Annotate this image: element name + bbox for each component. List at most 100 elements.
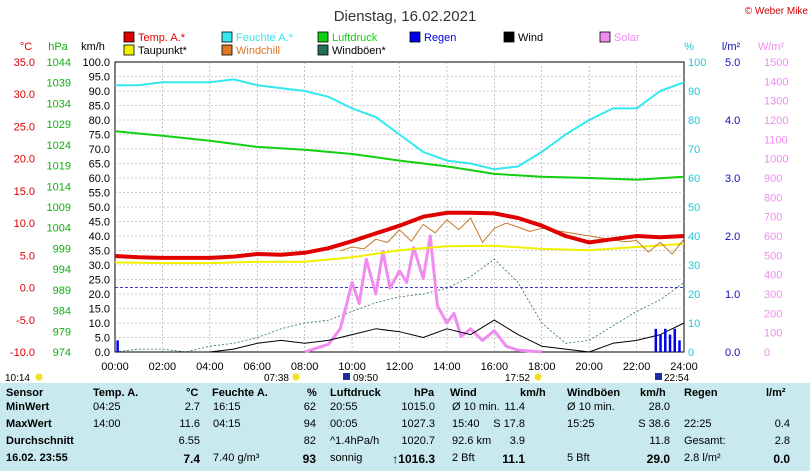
time-tick-label: 18:00 bbox=[528, 361, 556, 373]
series-line-solar bbox=[304, 234, 542, 354]
stats-wind-val: 3.9 bbox=[509, 435, 525, 447]
solar-tick-label: 600 bbox=[764, 231, 782, 243]
hpa-tick-label: 1034 bbox=[47, 98, 71, 110]
series-line-wind bbox=[115, 319, 685, 353]
time-tick-label: 22:00 bbox=[623, 361, 651, 373]
chart-marks bbox=[114, 78, 685, 354]
stats-hum-time: 7.40 g/m³ bbox=[213, 452, 260, 464]
stats-gust-val: 29.0 bbox=[646, 452, 670, 466]
solar-tick-label: 1200 bbox=[764, 115, 788, 127]
solar-tick-label: 800 bbox=[764, 192, 782, 204]
stats-label: 16.02. 23:55 bbox=[6, 452, 68, 464]
hpa-tick-label: 984 bbox=[53, 306, 71, 318]
time-tick-label: 10:00 bbox=[338, 361, 366, 373]
stats-header-rain-unit: l/m² bbox=[766, 387, 786, 399]
kmh-tick-label: 100.0 bbox=[82, 57, 110, 69]
stats-hum-val: 94 bbox=[303, 418, 316, 430]
stats-gust-val: 28.0 bbox=[648, 401, 670, 413]
rain-tick-label: 3.0 bbox=[725, 173, 740, 185]
rain-bar bbox=[116, 340, 119, 352]
percent-tick-label: 0 bbox=[688, 347, 694, 359]
stats-header-pressure-unit: hPa bbox=[414, 387, 435, 399]
kmh-tick-label: 15.0 bbox=[89, 304, 110, 316]
percent-unit: % bbox=[684, 41, 694, 53]
stats-press-val: 1015.0 bbox=[401, 401, 435, 413]
rain-bar bbox=[664, 328, 667, 352]
stats-rain-time: 22:25 bbox=[684, 418, 712, 430]
series-line-luftdruck bbox=[114, 130, 685, 181]
legend-swatch bbox=[599, 31, 611, 43]
percent-tick-label: 90 bbox=[688, 86, 700, 98]
solar-tick-label: 500 bbox=[764, 250, 782, 262]
legend-swatch bbox=[221, 31, 233, 43]
time-tick-label: 08:00 bbox=[291, 361, 319, 373]
legend-label: Regen bbox=[424, 32, 456, 44]
stats-hum-val: 93 bbox=[302, 452, 316, 466]
moonrise-time: 09:50 bbox=[353, 373, 378, 383]
hpa-tick-label: 989 bbox=[53, 285, 71, 297]
kmh-tick-label: 60.0 bbox=[89, 173, 110, 185]
series-line-taupunkt bbox=[114, 242, 685, 265]
stats-header-gust-unit: km/h bbox=[640, 387, 666, 399]
stats-wind-desc: Ø 10 min. bbox=[452, 401, 500, 413]
kmh-tick-label: 10.0 bbox=[89, 318, 110, 330]
stats-hum-time: 04:15 bbox=[213, 418, 241, 430]
rain-bar bbox=[668, 334, 672, 352]
stats-wind-desc: 2 Bft bbox=[452, 452, 475, 464]
hpa-tick-label: 1014 bbox=[47, 181, 71, 193]
kmh-tick-label: 90.0 bbox=[89, 86, 110, 98]
chart-title: Dienstag, 16.02.2021 bbox=[334, 8, 477, 25]
solar-tick-label: 1500 bbox=[764, 57, 788, 69]
kmh-unit: km/h bbox=[81, 41, 105, 53]
time-tick-label: 24:00 bbox=[670, 361, 698, 373]
stats-wind-desc: 92.6 km bbox=[452, 435, 492, 447]
rain-bar bbox=[654, 328, 658, 352]
kmh-tick-label: 30.0 bbox=[89, 260, 110, 272]
stats-header-gust: Windböen bbox=[567, 387, 621, 399]
solar-tick-label: 1300 bbox=[764, 96, 788, 108]
stats-wind-desc: 15:40 bbox=[452, 418, 480, 430]
moonset-icon bbox=[655, 373, 662, 380]
stats-temp-val: 11.6 bbox=[179, 418, 200, 430]
percent-tick-label: 80 bbox=[688, 115, 700, 127]
weather-chart: 35.0 30.0 25.0 20.0 15.0 10.0 5.0 0.0 -5.0 -10.0 1… bbox=[5, 6, 808, 383]
legend-label: Solar bbox=[614, 32, 640, 44]
stats-gust-val: S 38.6 bbox=[638, 418, 670, 430]
legend-swatch bbox=[503, 31, 515, 43]
kmh-tick-label: 35.0 bbox=[89, 246, 110, 258]
stats-header-sensor: Sensor bbox=[6, 387, 44, 399]
sunrise-icon bbox=[292, 373, 300, 381]
celsius-tick-label: -10.0 bbox=[10, 347, 35, 359]
solar-tick-label: 0 bbox=[764, 347, 770, 359]
stats-press-time: ^1.4hPa/h bbox=[330, 435, 380, 447]
hpa-unit: hPa bbox=[48, 41, 68, 53]
stats-label: MaxWert bbox=[6, 418, 52, 430]
celsius-tick-label: 35.0 bbox=[14, 57, 35, 69]
celsius-tick-label: 25.0 bbox=[14, 121, 35, 133]
time-tick-label: 00:00 bbox=[101, 361, 129, 373]
chart-grid bbox=[115, 62, 684, 352]
stats-temp-time: 14:00 bbox=[93, 418, 121, 430]
percent-tick-label: 70 bbox=[688, 144, 700, 156]
legend-swatch bbox=[221, 44, 233, 56]
hpa-tick-label: 1019 bbox=[47, 161, 71, 173]
moonrise-icon bbox=[343, 373, 350, 380]
percent-tick-label: 100 bbox=[688, 57, 706, 69]
stats-header-wind-unit: km/h bbox=[520, 387, 546, 399]
percent-tick-label: 20 bbox=[688, 289, 700, 301]
stats-header-humidity-unit: % bbox=[307, 387, 317, 399]
solar-tick-label: 400 bbox=[764, 270, 782, 282]
stats-wind-val: S 17.8 bbox=[493, 418, 525, 430]
celsius-tick-label: 0.0 bbox=[20, 283, 35, 295]
legend-swatch bbox=[317, 44, 329, 56]
stats-header-temp: Temp. A. bbox=[93, 387, 139, 399]
time-tick-label: 06:00 bbox=[243, 361, 271, 373]
legend-swatch bbox=[123, 31, 135, 43]
kmh-tick-label: 70.0 bbox=[89, 144, 110, 156]
stats-header-wind: Wind bbox=[450, 387, 477, 399]
percent-tick-label: 10 bbox=[688, 318, 700, 330]
moonset-time: 22:54 bbox=[664, 373, 689, 383]
legend-label: Taupunkt* bbox=[138, 45, 188, 57]
kmh-tick-label: 95.0 bbox=[89, 72, 110, 84]
stats-label: MinWert bbox=[6, 401, 50, 413]
